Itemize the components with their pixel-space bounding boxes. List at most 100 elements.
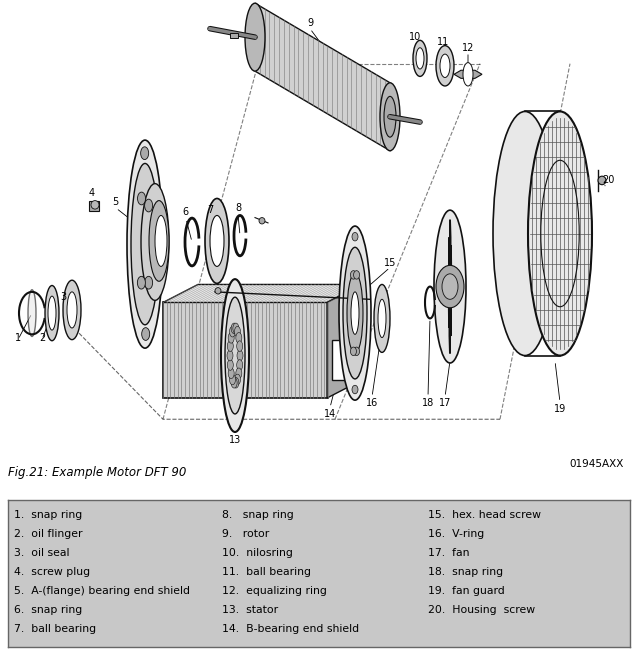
Text: 9: 9 — [307, 18, 313, 28]
Ellipse shape — [236, 368, 242, 379]
Text: 15.  hex. head screw: 15. hex. head screw — [428, 511, 541, 520]
Ellipse shape — [416, 48, 424, 69]
Text: 18: 18 — [422, 398, 434, 408]
Ellipse shape — [142, 328, 150, 340]
Ellipse shape — [351, 292, 359, 334]
Ellipse shape — [127, 140, 163, 348]
Ellipse shape — [463, 63, 473, 86]
Ellipse shape — [237, 350, 243, 361]
Ellipse shape — [259, 218, 265, 224]
Ellipse shape — [227, 360, 234, 370]
Ellipse shape — [63, 280, 81, 340]
Ellipse shape — [233, 378, 239, 388]
Text: 19: 19 — [554, 404, 566, 413]
Text: 5.  A-(flange) bearing end shield: 5. A-(flange) bearing end shield — [14, 585, 190, 596]
Ellipse shape — [380, 83, 400, 151]
Ellipse shape — [384, 96, 396, 137]
Text: 20: 20 — [602, 175, 614, 185]
Text: 6: 6 — [182, 207, 188, 217]
Text: 7: 7 — [207, 205, 213, 215]
Ellipse shape — [155, 215, 167, 267]
Text: 15: 15 — [384, 258, 396, 268]
Text: 17: 17 — [439, 398, 451, 408]
Ellipse shape — [140, 147, 149, 160]
Ellipse shape — [374, 284, 390, 352]
Ellipse shape — [352, 385, 358, 394]
Text: Fig.21: Example Motor DFT 90: Fig.21: Example Motor DFT 90 — [8, 466, 186, 479]
Ellipse shape — [413, 40, 427, 76]
Text: 13: 13 — [229, 436, 241, 445]
Text: 18.  snap ring: 18. snap ring — [428, 567, 503, 577]
Bar — [230, 33, 238, 38]
Ellipse shape — [528, 111, 592, 355]
Polygon shape — [163, 284, 362, 303]
Text: 10.  nilosring: 10. nilosring — [223, 548, 293, 558]
Bar — [332, 340, 360, 380]
Text: 3.  oil seal: 3. oil seal — [14, 548, 70, 558]
Ellipse shape — [91, 201, 99, 209]
Ellipse shape — [228, 333, 234, 343]
Text: 2: 2 — [39, 333, 45, 342]
Polygon shape — [327, 284, 362, 398]
Ellipse shape — [347, 273, 363, 353]
Ellipse shape — [350, 347, 357, 355]
Ellipse shape — [233, 323, 239, 334]
Ellipse shape — [231, 378, 237, 388]
Ellipse shape — [131, 164, 159, 325]
Text: 16.  V-ring: 16. V-ring — [428, 529, 484, 539]
Text: 3: 3 — [60, 292, 66, 302]
Text: 10: 10 — [409, 32, 421, 42]
Ellipse shape — [138, 192, 145, 205]
Ellipse shape — [231, 323, 237, 334]
Polygon shape — [454, 70, 482, 78]
Ellipse shape — [230, 327, 235, 337]
Ellipse shape — [245, 3, 265, 71]
Text: 17.  fan: 17. fan — [428, 548, 470, 558]
Ellipse shape — [434, 210, 466, 363]
Ellipse shape — [205, 198, 229, 284]
Text: 4.  screw plug: 4. screw plug — [14, 567, 90, 577]
Text: SE: SE — [341, 350, 352, 359]
Ellipse shape — [67, 292, 77, 328]
Ellipse shape — [442, 274, 458, 299]
Text: 11: 11 — [437, 37, 449, 48]
Text: 13.  stator: 13. stator — [223, 604, 279, 615]
Polygon shape — [255, 3, 390, 151]
Text: 11.  ball bearing: 11. ball bearing — [223, 567, 311, 577]
Ellipse shape — [141, 184, 169, 301]
Ellipse shape — [353, 347, 360, 355]
Ellipse shape — [493, 111, 557, 355]
Ellipse shape — [353, 271, 360, 279]
Ellipse shape — [352, 233, 358, 241]
Ellipse shape — [225, 297, 245, 414]
Ellipse shape — [339, 226, 371, 400]
Text: 8: 8 — [235, 203, 241, 213]
Ellipse shape — [45, 286, 59, 341]
Ellipse shape — [215, 288, 221, 294]
Ellipse shape — [137, 276, 145, 289]
Bar — [89, 201, 99, 211]
Ellipse shape — [221, 279, 249, 432]
Ellipse shape — [145, 199, 152, 212]
Text: 2.  oil flinger: 2. oil flinger — [14, 529, 82, 539]
Text: 9.   rotor: 9. rotor — [223, 529, 270, 539]
Ellipse shape — [436, 265, 464, 308]
Ellipse shape — [149, 201, 169, 281]
Ellipse shape — [343, 247, 367, 379]
Ellipse shape — [230, 374, 235, 385]
Text: 1: 1 — [15, 333, 21, 342]
Ellipse shape — [48, 296, 56, 330]
Ellipse shape — [227, 350, 233, 361]
Text: 7.  ball bearing: 7. ball bearing — [14, 623, 96, 634]
Ellipse shape — [235, 327, 241, 337]
Text: 16: 16 — [366, 398, 378, 408]
Ellipse shape — [350, 271, 357, 279]
Ellipse shape — [436, 46, 454, 86]
Ellipse shape — [228, 368, 234, 379]
Text: 4: 4 — [89, 188, 95, 198]
Text: 12.  equalizing ring: 12. equalizing ring — [223, 585, 327, 596]
Ellipse shape — [440, 54, 450, 78]
Text: 12: 12 — [462, 43, 474, 53]
Ellipse shape — [598, 176, 606, 185]
Text: W: W — [342, 363, 350, 372]
